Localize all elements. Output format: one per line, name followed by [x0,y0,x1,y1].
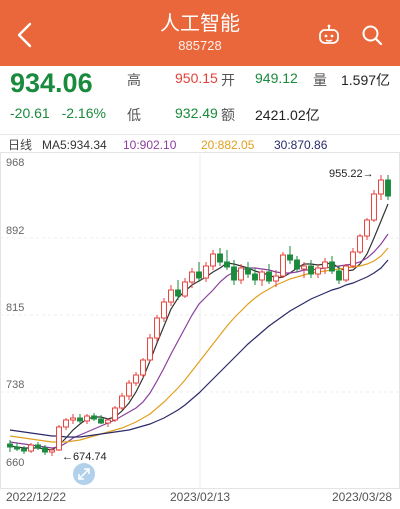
last-price: 934.06 [10,68,93,98]
y-tick-label: 738 [6,379,24,391]
expand-chart-button[interactable] [73,463,95,485]
candle-body [14,446,20,450]
low-value: 932.49 [175,105,218,121]
max-price-label: 955.22→ [329,168,374,180]
high-label: 高 [127,72,141,88]
candle-body [385,179,391,197]
y-tick-label: 892 [6,225,24,237]
candle-body [63,419,69,428]
date-mid: 2023/02/13 [170,490,231,504]
open-value: 949.12 [255,70,298,86]
candle-body [322,261,328,269]
candle-body [196,271,202,279]
change-value: -20.61 [10,105,50,121]
open-label: 开 [221,72,235,88]
ma5-label: MA5:934.34 [42,138,107,152]
robot-icon[interactable] [317,24,341,46]
period-label[interactable]: 日线 [8,138,33,152]
candle-body [308,265,314,275]
date-start: 2022/12/22 [6,490,67,504]
candle-body [77,417,83,422]
search-icon[interactable] [360,23,384,47]
candle-body [133,374,139,384]
candle-body [287,254,293,261]
page-title: 人工智能 [160,13,240,35]
candle-body [280,254,286,277]
candle-body [378,179,384,195]
candle-body [70,417,76,421]
candle-body [21,448,27,452]
candle-body [217,253,223,263]
date-end: 2023/03/28 [332,490,393,504]
candle-body [364,219,370,237]
candle-body [84,415,90,422]
candle-body [315,267,321,275]
candle-body [336,270,342,281]
volume-value: 1.597亿 [341,72,391,88]
candle-body [98,418,104,424]
min-price-label: ←674.74 [62,451,107,463]
y-tick-label: 968 [6,157,24,169]
ma-line-0 [9,203,389,451]
candle-body [182,281,188,297]
amount-value: 2421.02亿 [255,107,320,123]
ma20-label: 20:882.05 [201,138,255,152]
candle-body [49,449,55,453]
candle-body [371,193,377,221]
ma30-label: 30:870.86 [274,138,328,152]
candle-body [105,419,111,424]
stock-code: 885728 [178,38,222,53]
candle-body [189,271,195,283]
quote-panel: 934.06 -20.61 -2.16% 高 950.15 开 949.12 量… [0,66,400,134]
low-label: 低 [127,107,141,123]
candle-body [7,443,13,448]
candle-body [266,271,272,282]
volume-label: 量 [313,72,327,88]
header-bar: 人工智能 885728 [0,0,400,66]
candle-body [245,267,251,275]
kline-chart[interactable]: 968 892 815 738 660 955.22→ ←674.74 [0,152,400,489]
candle-body [126,382,132,397]
candle-body [112,407,118,421]
candle-body [210,253,216,267]
candle-body [56,426,62,451]
divider [0,134,400,135]
candle-body [175,289,181,297]
candle-body [35,444,41,449]
candle-body [224,261,230,268]
candle-body [140,359,146,376]
candle-body [343,265,349,281]
candle-body [252,273,258,281]
candle-body [329,261,335,272]
candle-body [154,317,160,339]
high-value: 950.15 [175,70,218,86]
y-tick-label: 660 [6,457,24,469]
candle-body [294,259,300,270]
candle-body [168,289,174,303]
candle-body [301,265,307,270]
y-tick-label: 815 [6,302,24,314]
candle-body [357,235,363,253]
candle-body [119,395,125,409]
candle-body [147,337,153,361]
change-percent: -2.16% [61,105,106,121]
candle-body [161,301,167,319]
candle-body [91,415,97,420]
chevron-left-icon[interactable] [14,22,36,48]
candle-body [42,447,48,453]
amount-label: 额 [221,107,235,123]
ma-line-3 [9,259,389,438]
candle-body [238,267,244,281]
candle-body [203,265,209,279]
candle-body [350,251,356,267]
candle-body [28,444,34,452]
candle-body [259,271,265,281]
candle-body [231,266,237,281]
price-change: -20.61 -2.16% [10,105,106,121]
ma10-label: 10:902.10 [123,138,177,152]
candle-body [273,275,279,282]
